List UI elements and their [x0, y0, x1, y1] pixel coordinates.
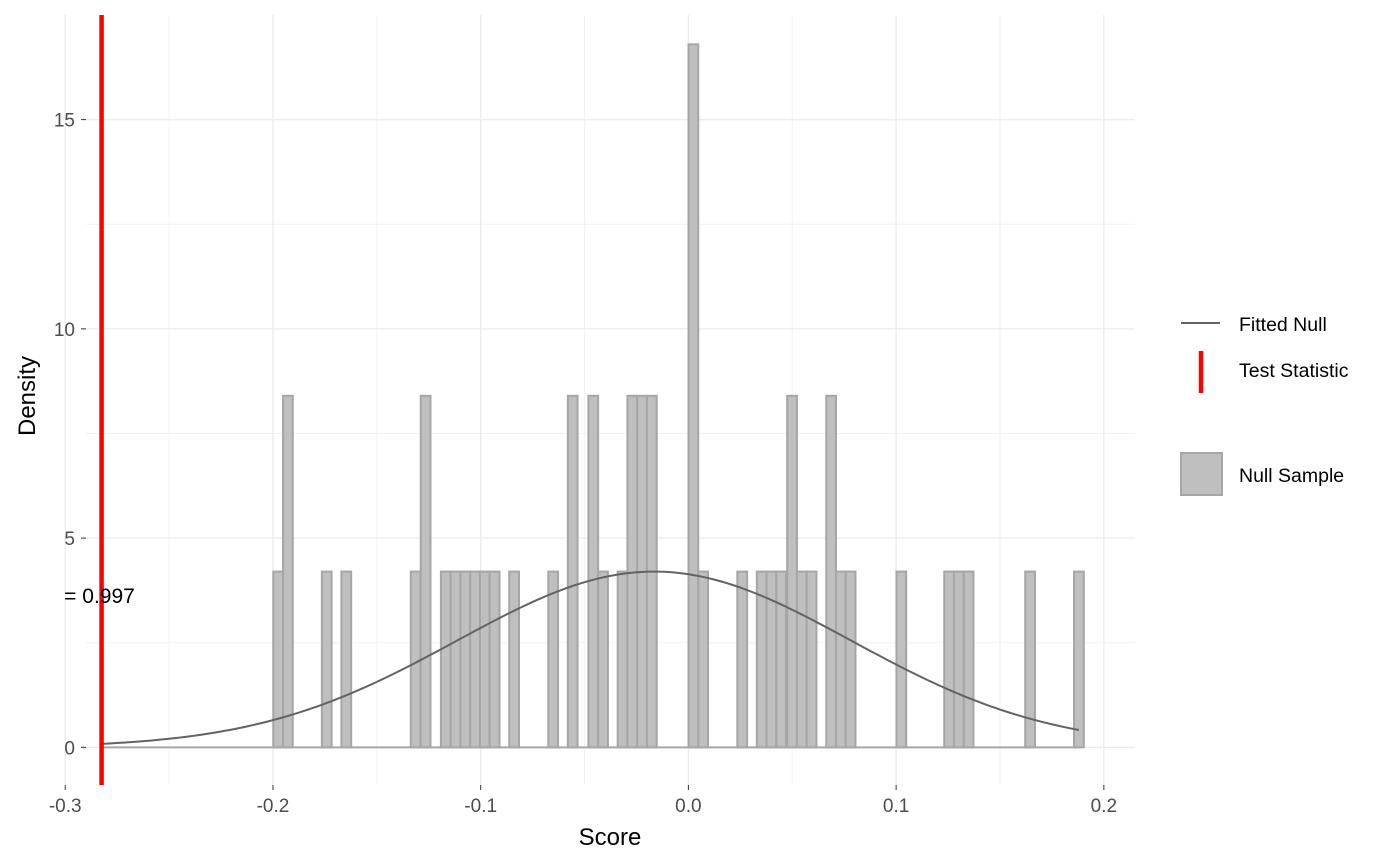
histogram-bar [409, 570, 422, 749]
legend: Fitted Null Test Statistic Null Sample [1180, 314, 1349, 496]
histogram-bar [943, 570, 955, 749]
histogram-bar [736, 570, 749, 749]
y-tick-label: 0 [64, 738, 75, 759]
annotations: = 0.997 [64, 585, 135, 608]
fitted-null-curve [101, 570, 1080, 745]
histogram-bar [459, 570, 472, 749]
y-axis-title: Density [14, 356, 41, 436]
annotation-text: = 0.997 [64, 585, 135, 608]
x-tick-label: 0.0 [675, 796, 701, 817]
histogram-bar [1073, 570, 1085, 749]
histogram-bar [616, 570, 629, 749]
x-axis-ticks: -0.3 -0.2 -0.1 0.0 0.1 0.2 [49, 785, 1117, 817]
x-tick-label: -0.2 [257, 796, 290, 817]
histogram-bar [419, 394, 432, 749]
histogram-bar [786, 394, 798, 749]
y-tick-label: 10 [54, 320, 75, 341]
legend-key-null-sample [1180, 452, 1223, 496]
histogram-bar [449, 570, 462, 749]
x-axis-title: Score [579, 824, 642, 851]
legend-label-null-sample: Null Sample [1239, 465, 1344, 487]
histogram-bar [697, 570, 710, 749]
histogram-bar [952, 570, 965, 749]
histogram-bar [587, 394, 600, 749]
histogram-bar [488, 570, 501, 749]
histogram-bar [547, 570, 560, 749]
histogram-bar [566, 394, 579, 749]
histogram-bar [805, 570, 818, 749]
y-tick-label: 15 [54, 111, 75, 132]
histogram-bar [795, 570, 808, 749]
histogram-bar [320, 570, 333, 749]
histogram-bar [895, 570, 908, 749]
x-tick-label: 0.1 [883, 796, 909, 817]
histogram-bar [282, 394, 294, 749]
grid-minor [86, 15, 1135, 785]
y-axis-ticks: 0 5 10 15 [54, 111, 86, 759]
histogram-bar [597, 570, 609, 749]
histogram-bar [508, 570, 520, 749]
histogram-bar [775, 570, 788, 749]
legend-label-test-statistic: Test Statistic [1239, 360, 1349, 382]
x-tick-label: 0.2 [1091, 796, 1117, 817]
x-tick-label: -0.3 [49, 796, 82, 817]
histogram-bar [962, 570, 975, 749]
histogram-bar [340, 570, 353, 749]
histogram-bar [439, 570, 452, 749]
fitted-null-curve-group [101, 570, 1080, 745]
histogram-bar [1024, 570, 1036, 749]
histogram-bar [844, 570, 857, 749]
histogram-bar [478, 570, 491, 749]
histogram-bar [469, 570, 481, 749]
x-tick-label: -0.1 [464, 796, 497, 817]
histogram-bar [687, 43, 700, 749]
histogram-bars [101, 43, 1085, 749]
y-tick-label: 5 [64, 529, 75, 550]
histogram-bar [834, 570, 847, 749]
legend-label-fitted-null: Fitted Null [1239, 314, 1327, 336]
histogram-bar [272, 570, 285, 749]
histogram-bar [825, 394, 837, 749]
